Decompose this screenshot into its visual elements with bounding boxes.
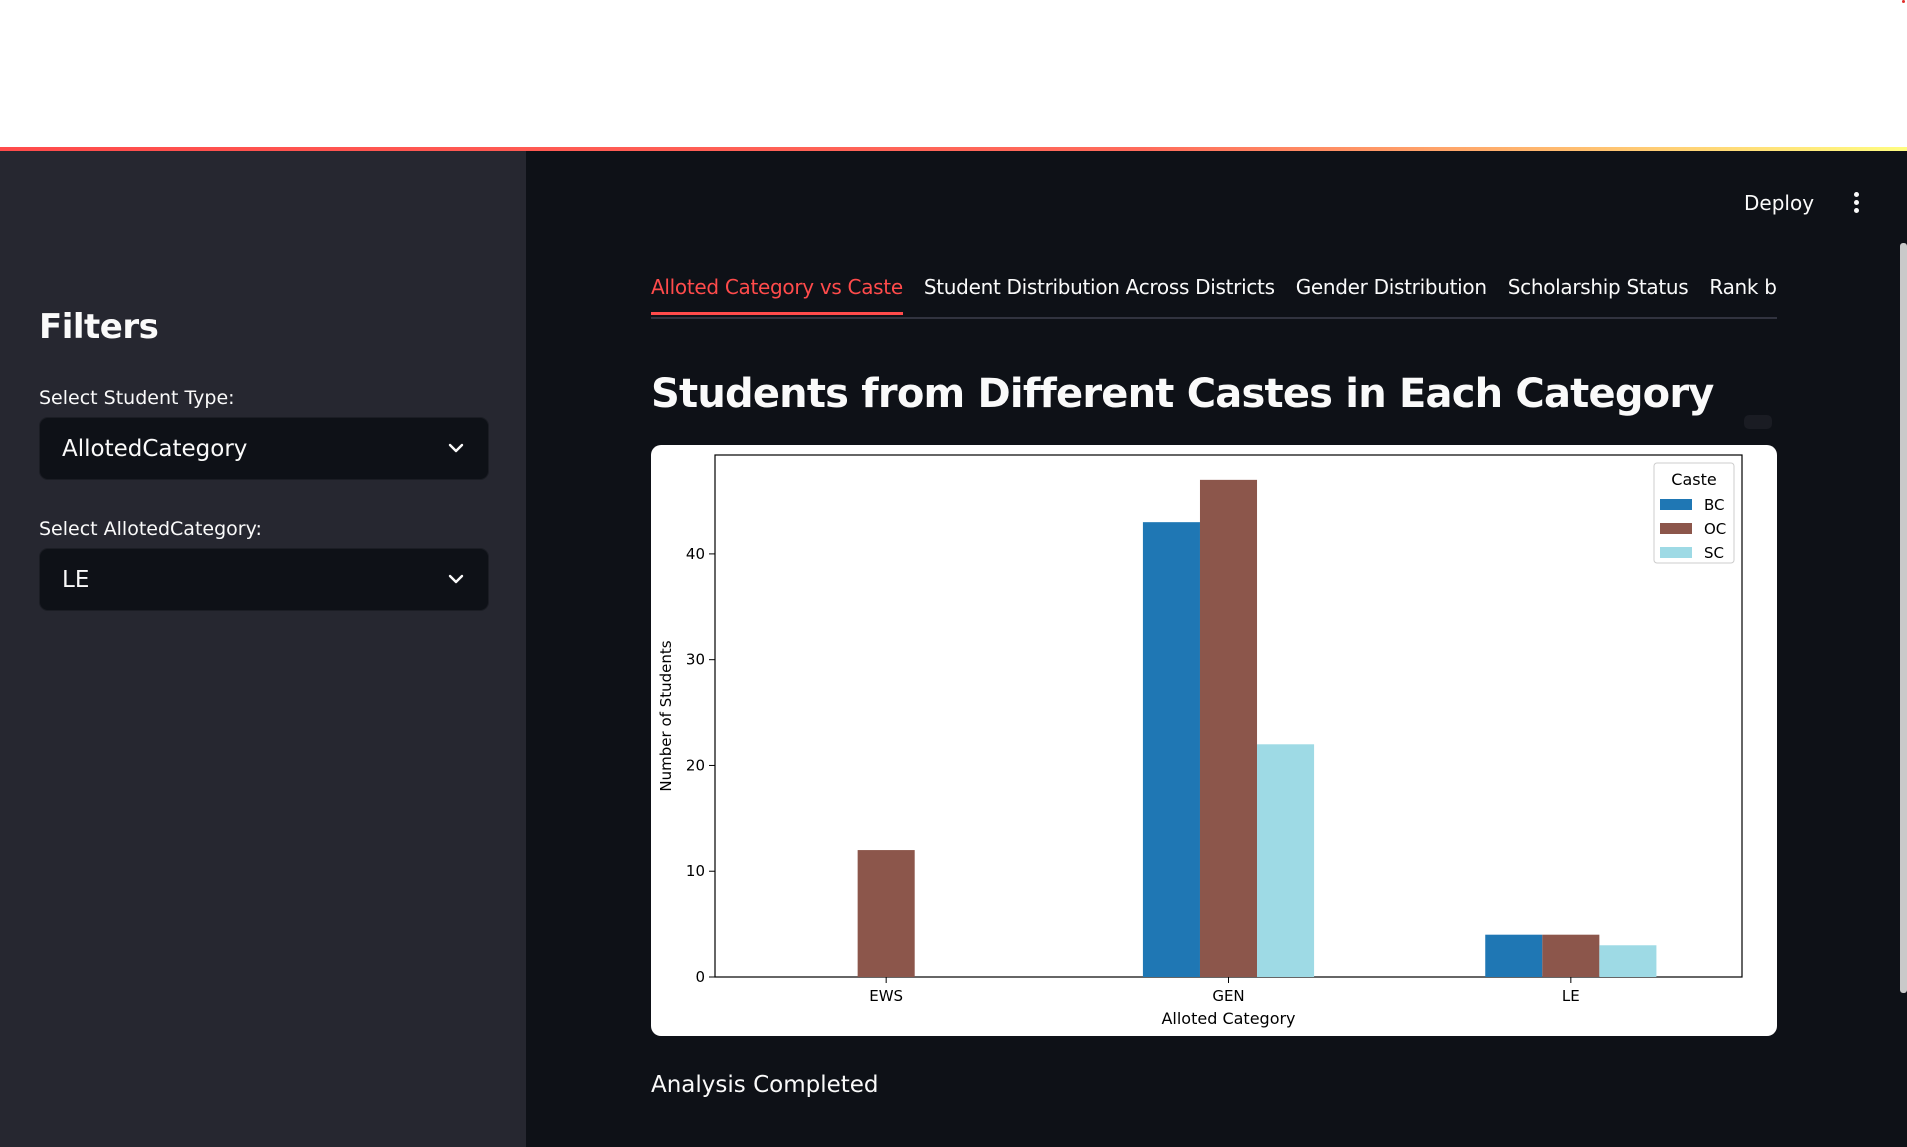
- student-type-select[interactable]: AllotedCategory: [39, 417, 489, 480]
- bar-gen-oc: [1199, 479, 1258, 977]
- bar-le-bc: [1485, 934, 1543, 977]
- y-tick-label: 40: [686, 545, 705, 563]
- tab-scholarship-status[interactable]: Scholarship Status: [1507, 275, 1689, 299]
- y-axis-label: Number of Students: [657, 640, 675, 791]
- bar-le-sc: [1599, 945, 1657, 977]
- category-value: LE: [62, 567, 90, 593]
- category-select[interactable]: LE: [39, 548, 489, 611]
- legend-label: SC: [1704, 544, 1724, 562]
- indicator-dot: [1902, 0, 1905, 3]
- x-axis-label: Alloted Category: [1161, 1009, 1295, 1028]
- sidebar: Filters Select Student Type: AllotedCate…: [0, 151, 526, 1147]
- scrollbar[interactable]: [1900, 243, 1907, 993]
- student-type-label: Select Student Type:: [39, 387, 235, 409]
- legend-swatch-oc: [1660, 523, 1692, 534]
- page-title: Students from Different Castes in Each C…: [651, 371, 1714, 417]
- y-tick-label: 10: [686, 862, 705, 880]
- legend-swatch-bc: [1660, 499, 1692, 510]
- app-frame: Filters Select Student Type: AllotedCate…: [0, 147, 1907, 1147]
- legend-box: [1653, 462, 1735, 564]
- legend-label: BC: [1704, 496, 1725, 514]
- tab-bar: Alloted Category vs Caste Student Distrib…: [651, 275, 1777, 319]
- main-content: Deploy Alloted Category vs Caste Student …: [526, 151, 1907, 1147]
- tab-student-distribution[interactable]: Student Distribution Across Districts: [923, 275, 1275, 299]
- x-tick-label: GEN: [1212, 987, 1244, 1005]
- browser-blank-area: [0, 0, 1907, 147]
- deploy-button[interactable]: Deploy: [1744, 191, 1815, 215]
- y-tick-label: 0: [695, 968, 705, 986]
- header-decoration-bar: [0, 147, 1907, 151]
- tab-gender-distribution[interactable]: Gender Distribution: [1295, 275, 1487, 299]
- y-tick-label: 20: [686, 756, 705, 774]
- bar-gen-sc: [1257, 744, 1315, 977]
- x-tick-label: LE: [1562, 987, 1580, 1005]
- sidebar-title: Filters: [39, 307, 159, 347]
- chevron-down-icon: [448, 574, 464, 584]
- legend-swatch-sc: [1660, 547, 1692, 558]
- legend-label: OC: [1704, 520, 1726, 538]
- chevron-down-icon: [448, 443, 464, 453]
- chart-card: 0 10 20 30 40 EWS GEN LE Alloted Category Number …: [651, 445, 1777, 1036]
- bar-le-oc: [1542, 934, 1600, 977]
- legend-title: Caste: [1671, 470, 1716, 489]
- fullscreen-icon[interactable]: [1744, 415, 1772, 429]
- kebab-menu-icon[interactable]: [1844, 190, 1868, 216]
- x-tick-label: EWS: [869, 987, 903, 1005]
- status-message: Analysis Completed: [651, 1072, 879, 1098]
- y-tick-label: 30: [686, 651, 705, 669]
- student-type-value: AllotedCategory: [62, 436, 248, 462]
- bar-gen-bc: [1142, 522, 1200, 977]
- tab-rank-by-caste[interactable]: Rank by Caste: [1709, 275, 1777, 299]
- bar-ews-oc: [857, 850, 915, 977]
- category-label: Select AllotedCategory:: [39, 518, 262, 540]
- tab-alloted-category-vs-caste[interactable]: Alloted Category vs Caste: [651, 275, 903, 315]
- bar-chart: 0 10 20 30 40 EWS GEN LE Alloted Category Number …: [657, 454, 1743, 1028]
